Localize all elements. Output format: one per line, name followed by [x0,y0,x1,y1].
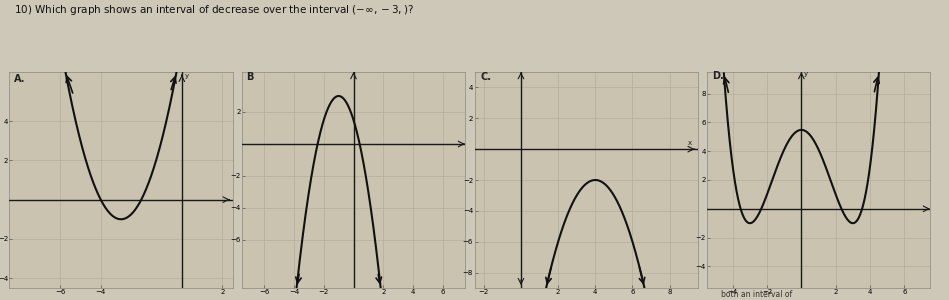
Text: both an interval of: both an interval of [721,290,792,299]
Text: C.: C. [480,72,491,82]
Text: B: B [247,72,253,82]
Text: A.: A. [13,74,25,84]
Text: x: x [688,140,693,146]
Text: y: y [804,71,808,77]
Text: D.: D. [712,71,724,81]
Text: y: y [185,73,189,79]
Text: 10) Which graph shows an interval of decrease over the interval $(-\infty,-3,)$?: 10) Which graph shows an interval of dec… [14,3,414,17]
